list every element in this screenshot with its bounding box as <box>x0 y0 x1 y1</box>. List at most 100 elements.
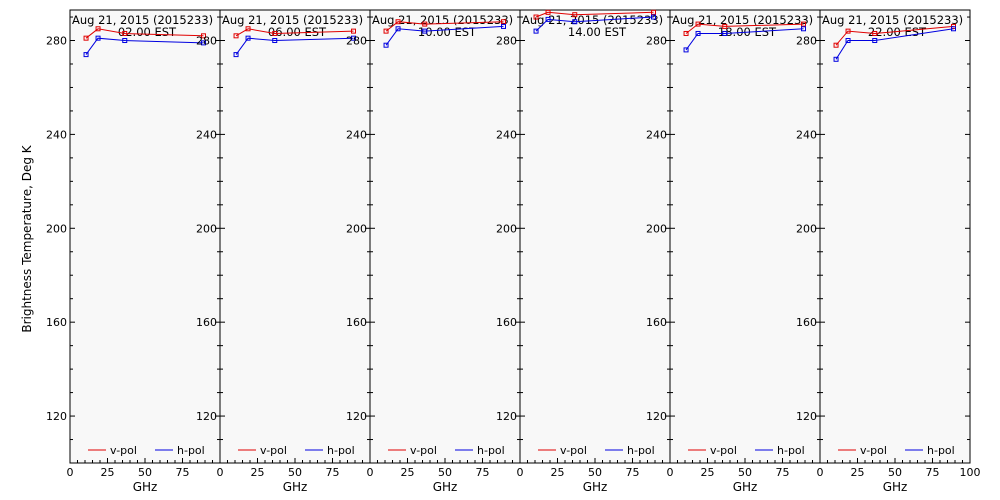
series-line-v-pol <box>235 28 354 37</box>
legend-label-v-pol: v-pol <box>410 444 437 457</box>
x-axis-label: GHz <box>433 480 458 494</box>
panels: Aug 21, 2015 (2015233)02.00 EST120160200… <box>46 9 981 494</box>
data-point-h-pol <box>801 26 806 32</box>
data-point-h-pol <box>422 28 428 34</box>
x-tick-label: 25 <box>851 466 865 479</box>
x-axis-label: GHz <box>583 480 608 494</box>
y-tick-label: 200 <box>196 222 217 235</box>
y-tick-label: 200 <box>646 222 667 235</box>
legend-label-v-pol: v-pol <box>860 444 887 457</box>
panel-subtitle: 22.00 EST <box>868 25 927 39</box>
y-tick-label: 160 <box>496 316 517 329</box>
panel-title: Aug 21, 2015 (2015233) <box>672 13 813 27</box>
x-tick-label: 100 <box>960 466 981 479</box>
x-tick-label: 0 <box>367 466 374 479</box>
x-tick-label: 25 <box>551 466 565 479</box>
y-tick-label: 240 <box>346 128 367 141</box>
series-line-h-pol <box>835 28 954 60</box>
panel-4: Aug 21, 2015 (2015233)14.00 EST 120 160 200… <box>496 9 671 494</box>
data-point-v-pol <box>83 35 89 41</box>
panel-title: Aug 21, 2015 (2015233) <box>522 13 663 27</box>
panel-subtitle: 02.00 EST <box>118 25 177 39</box>
x-tick-label: 0 <box>217 466 224 479</box>
legend-label-h-pol: h-pol <box>927 444 955 457</box>
y-tick-label: 280 <box>46 35 67 48</box>
data-point-v-pol <box>501 19 506 25</box>
y-tick-label: 240 <box>796 128 817 141</box>
x-tick-label: 50 <box>438 466 452 479</box>
panel-frame <box>219 9 371 464</box>
x-tick-label: 75 <box>176 466 190 479</box>
y-tick-label: 120 <box>496 410 517 423</box>
legend-label-h-pol: h-pol <box>477 444 505 457</box>
legend-label-v-pol: v-pol <box>560 444 587 457</box>
x-tick-label: 50 <box>588 466 602 479</box>
x-tick-label: 75 <box>776 466 790 479</box>
y-tick-label: 280 <box>646 35 667 48</box>
data-point-h-pol <box>95 35 101 41</box>
data-point-v-pol <box>545 9 551 15</box>
y-axis-label: Brightness Temperature, Deg K <box>20 144 34 332</box>
panel-title: Aug 21, 2015 (2015233) <box>72 13 213 27</box>
series-line-v-pol <box>685 23 804 34</box>
y-tick-label: 160 <box>346 316 367 329</box>
x-axis-label: GHz <box>733 480 758 494</box>
data-point-v-pol <box>572 12 578 18</box>
y-tick-label: 240 <box>646 128 667 141</box>
data-point-h-pol <box>83 52 89 58</box>
x-tick-label: 25 <box>101 466 115 479</box>
y-tick-label: 240 <box>496 128 517 141</box>
panel-3: Aug 21, 2015 (2015233)10.00 EST120160200… <box>346 9 521 494</box>
series-line-h-pol <box>385 25 504 46</box>
y-tick-label: 120 <box>346 410 367 423</box>
legend-label-h-pol: h-pol <box>777 444 805 457</box>
panel-6: Aug 21, 2015 (2015233)22.00 EST 120 160 200… <box>796 9 981 494</box>
data-point-h-pol <box>245 35 251 41</box>
panel-subtitle: 14.00 EST <box>568 25 627 39</box>
y-tick-label: 160 <box>796 316 817 329</box>
data-point-v-pol <box>845 28 851 34</box>
series-line-h-pol <box>85 37 204 55</box>
data-point-h-pol <box>501 23 506 29</box>
panel-frame <box>519 9 671 464</box>
x-tick-label: 25 <box>401 466 415 479</box>
data-point-v-pol <box>95 26 101 32</box>
data-point-v-pol <box>533 14 539 20</box>
data-point-v-pol <box>395 19 401 25</box>
y-tick-label: 160 <box>46 316 67 329</box>
x-tick-label: 0 <box>667 466 674 479</box>
data-point-h-pol <box>572 19 578 25</box>
data-point-v-pol <box>245 26 251 32</box>
series-line-h-pol <box>535 16 654 32</box>
data-point-h-pol <box>545 16 551 22</box>
legend-label-h-pol: h-pol <box>627 444 655 457</box>
panel-subtitle: 06.00 EST <box>268 25 327 39</box>
data-point-h-pol <box>122 38 128 44</box>
data-point-h-pol <box>833 56 839 62</box>
x-tick-label: 75 <box>326 466 340 479</box>
x-tick-label: 0 <box>67 466 74 479</box>
data-point-v-pol <box>801 21 806 27</box>
data-point-v-pol <box>833 42 839 48</box>
x-tick-label: 0 <box>817 466 824 479</box>
y-tick-label: 280 <box>346 35 367 48</box>
x-axis-label: GHz <box>883 480 908 494</box>
y-tick-label: 200 <box>46 222 67 235</box>
y-tick-label: 280 <box>196 35 217 48</box>
series-line-v-pol <box>835 25 954 46</box>
x-tick-label: 75 <box>476 466 490 479</box>
y-tick-label: 200 <box>796 222 817 235</box>
data-point-h-pol <box>722 30 728 36</box>
x-tick-label: 50 <box>138 466 152 479</box>
data-point-h-pol <box>845 38 851 44</box>
data-point-h-pol <box>683 47 689 53</box>
x-tick-label: 75 <box>626 466 640 479</box>
data-point-v-pol <box>383 28 389 34</box>
data-point-h-pol <box>351 35 356 41</box>
panel-5: Aug 21, 2015 (2015233)18.00 EST120160200… <box>646 9 821 494</box>
data-point-h-pol <box>395 26 401 32</box>
data-point-h-pol <box>651 14 656 20</box>
y-tick-label: 280 <box>796 35 817 48</box>
y-tick-label: 160 <box>646 316 667 329</box>
